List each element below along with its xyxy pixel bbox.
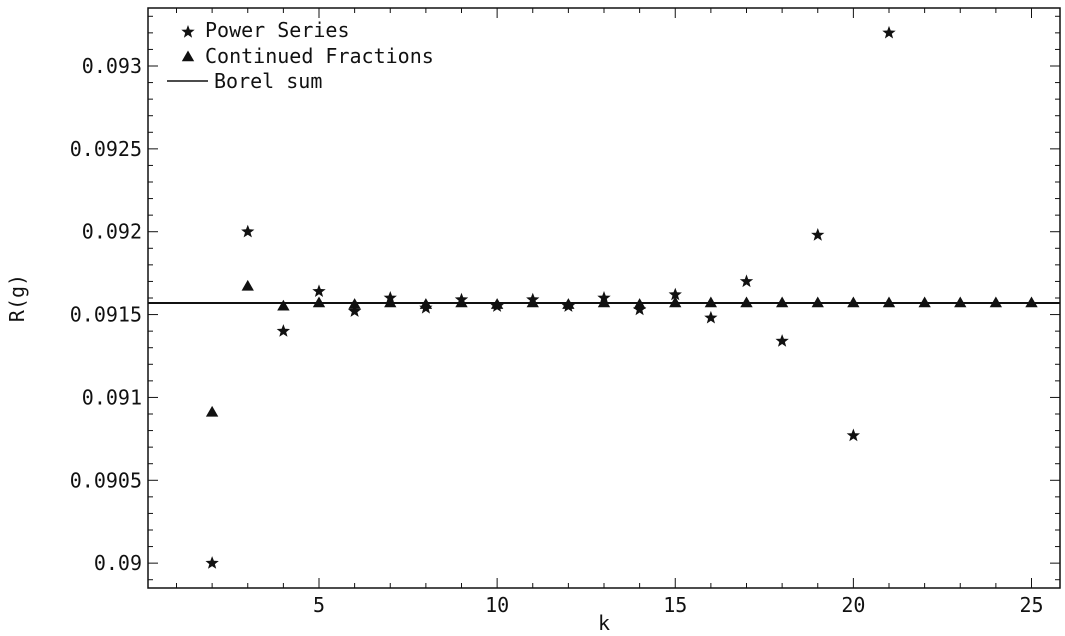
power-series-point [419, 300, 433, 314]
y-tick-label: 0.092 [82, 220, 142, 244]
power-series-point [348, 304, 362, 317]
power-series-point [276, 324, 290, 337]
power-series-point [383, 291, 397, 304]
legend-star-shape [181, 25, 195, 38]
power-series-point [312, 284, 326, 297]
continued-fractions-point [669, 296, 682, 308]
power-series-point [241, 224, 255, 238]
continued-fractions-point [847, 296, 860, 308]
legend-continued-fractions-label: Continued Fractions [205, 44, 434, 68]
power-series-point [704, 310, 718, 324]
continued-fractions-point [312, 296, 326, 308]
x-tick-label: 20 [841, 593, 865, 617]
x-axis-label: k [598, 611, 610, 635]
power-series-point [668, 287, 682, 301]
legend-borel-sum-label: Borel sum [214, 69, 322, 93]
continued-fractions-point [811, 296, 824, 308]
power-series-point [454, 292, 469, 306]
continued-fractions-point [384, 296, 397, 308]
continued-fractions-point [348, 298, 361, 309]
y-tick-label: 0.0905 [70, 468, 142, 492]
continued-fractions-point [882, 296, 896, 308]
continued-fractions-point [704, 296, 717, 308]
y-axis-ticks: 0.09 0.0905 0.091 0.0915 0.092 0.0925 0.093 [70, 15, 1060, 581]
legend-triangle-shape [181, 50, 195, 62]
y-tick-label: 0.09 [94, 551, 142, 575]
legend: Power Series Continued Fractions Borel s… [167, 18, 434, 93]
x-axis-ticks: 5 10 15 20 25 [176, 8, 1044, 617]
x-tick-label: 15 [663, 593, 687, 617]
continued-fractions-point [776, 296, 789, 308]
x-tick-label: 25 [1019, 593, 1043, 617]
x-tick-label: 10 [485, 593, 509, 617]
continued-fractions-point [954, 296, 967, 308]
continued-fractions-point [277, 299, 290, 311]
continued-fractions-point [205, 405, 219, 417]
power-series-point [882, 25, 896, 39]
continued-fractions-point [597, 296, 611, 308]
legend-power-series-marker [181, 25, 195, 38]
power-series-point [597, 291, 611, 304]
continued-fractions-point [989, 296, 1002, 308]
y-tick-label: 0.0925 [70, 137, 142, 161]
y-axis-label: R(g) [5, 274, 29, 322]
x-tick-label: 5 [313, 593, 325, 617]
continued-fractions-point [1025, 296, 1038, 308]
power-series-point [846, 428, 860, 442]
power-series-series [205, 25, 896, 569]
power-series-point [490, 299, 504, 312]
continued-fractions-point [918, 296, 931, 308]
power-series-point [811, 228, 825, 241]
legend-power-series-label: Power Series [205, 18, 350, 42]
continued-fractions-point [740, 296, 753, 308]
y-tick-label: 0.0915 [70, 303, 142, 327]
continued-fractions-point [241, 279, 254, 291]
power-series-point [739, 274, 754, 288]
power-series-point [526, 292, 540, 306]
y-tick-label: 0.091 [82, 385, 142, 409]
continued-fractions-series [205, 279, 1038, 417]
power-series-point [633, 302, 647, 316]
power-series-point [775, 334, 789, 347]
power-series-point [205, 556, 219, 569]
legend-continued-fractions-marker [181, 50, 195, 62]
power-series-point [561, 299, 575, 312]
y-tick-label: 0.093 [82, 54, 142, 78]
